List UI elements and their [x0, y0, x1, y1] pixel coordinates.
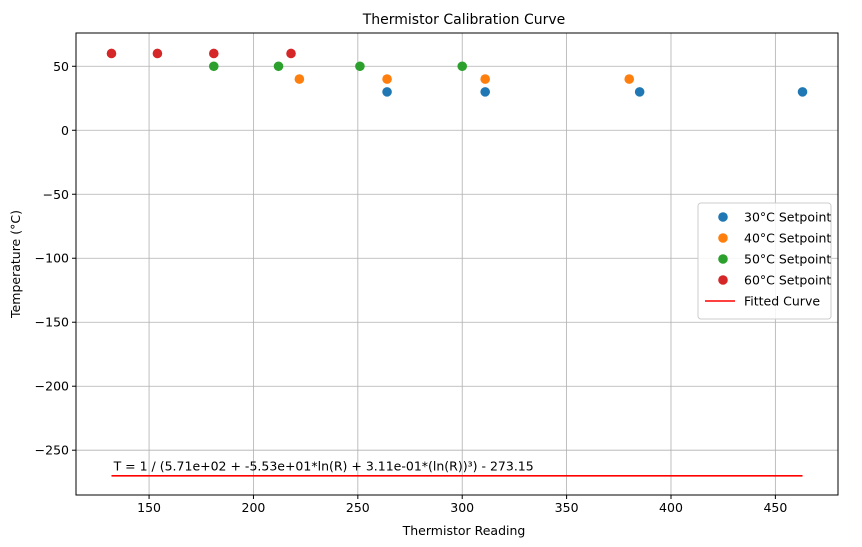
y-axis-label: Temperature (°C) [8, 210, 23, 319]
y-axis-ticks: 50 0 −50 −100 −150 −200 −250 [35, 59, 76, 458]
x-tick-label: 400 [659, 500, 683, 515]
fit-equation-annotation: T = 1 / (5.71e+02 + -5.53e+01*ln(R) + 3.… [113, 459, 534, 474]
legend-marker [718, 254, 728, 264]
plot-frame [75, 32, 839, 496]
legend-box [697, 202, 832, 320]
data-point [208, 48, 219, 59]
x-tick-label: 150 [137, 500, 161, 515]
chart-title: Thermistor Calibration Curve [362, 12, 566, 28]
legend-label: 30°C Setpoint [744, 210, 831, 225]
legend-label: 40°C Setpoint [744, 231, 831, 246]
y-tick-label: −150 [35, 315, 69, 330]
x-tick-label: 300 [450, 500, 474, 515]
data-point [152, 48, 163, 59]
legend-marker [718, 275, 728, 285]
y-tick-label: 50 [53, 59, 69, 74]
data-point [106, 48, 117, 59]
data-point [208, 61, 219, 72]
x-axis-ticks: 150 200 250 300 350 400 450 [137, 495, 787, 515]
x-tick-label: 450 [763, 500, 787, 515]
legend-marker [718, 212, 728, 222]
data-point [286, 48, 296, 59]
y-tick-label: −50 [43, 187, 69, 202]
x-axis-label: Thermistor Reading [402, 523, 526, 538]
legend-marker [718, 233, 728, 243]
legend-label: Fitted Curve [744, 294, 820, 309]
grid [76, 33, 838, 495]
data-point [355, 61, 365, 72]
data-point [294, 74, 305, 84]
y-tick-label: 0 [61, 123, 69, 138]
y-tick-label: −200 [35, 379, 69, 394]
data-point [382, 87, 392, 97]
x-tick-label: 350 [555, 500, 579, 515]
data-point [797, 87, 808, 97]
data-point [624, 74, 635, 84]
legend: 30°C Setpoint 40°C Setpoint 50°C Setpoint 6… [697, 202, 832, 320]
data-point [273, 61, 284, 72]
legend-label: 50°C Setpoint [744, 252, 831, 267]
data-points [106, 48, 808, 97]
y-tick-label: −250 [35, 443, 69, 458]
data-point [457, 61, 468, 72]
x-tick-label: 250 [346, 500, 370, 515]
data-point [480, 74, 490, 84]
x-tick-label: 200 [242, 500, 266, 515]
data-point [382, 74, 392, 84]
y-tick-label: −100 [35, 251, 69, 266]
data-point [480, 87, 490, 97]
data-point [634, 87, 645, 97]
legend-label: 60°C Setpoint [744, 273, 831, 288]
